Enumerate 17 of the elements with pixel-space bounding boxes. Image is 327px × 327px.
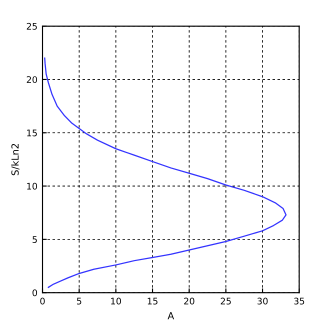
x-tick-label: 30 [257,298,268,305]
y-tick-label: 0 [32,289,38,296]
x-tick-label: 10 [111,298,121,305]
x-tick-label: 15 [148,298,158,305]
y-tick-label: 15 [27,130,37,136]
y-tick-label: 10 [27,182,38,190]
x-tick-label: 20 [184,298,194,305]
x-tick-label: 35 [294,298,304,305]
y-tick-label: 20 [26,76,38,84]
line-series [44,58,287,288]
x-tick-label: 0 [40,298,45,305]
y-tick-label: 25 [26,22,37,30]
x-axis-title: A [168,312,174,320]
y-axis-title: S/kLn2 [11,144,20,176]
x-tick-label: 5 [77,298,82,305]
y-tick-label: 5 [32,236,37,243]
x-tick-label: 25 [220,298,231,305]
